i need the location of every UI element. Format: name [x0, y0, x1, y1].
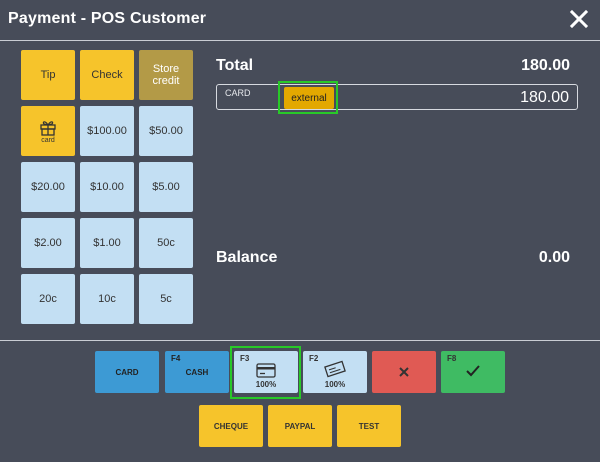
shortcut-f4: F4 [171, 354, 181, 363]
amount-50c-button[interactable]: 50c [139, 218, 193, 268]
amount-10-button[interactable]: $10.00 [80, 162, 134, 212]
payment-line-card[interactable]: CARD 180.00 [216, 84, 578, 110]
store-credit-button[interactable]: Store credit [139, 50, 193, 100]
check-100-button[interactable]: F2 100% [303, 351, 367, 393]
check-percent: 100% [324, 380, 346, 389]
card-100-button[interactable]: F3 100% [234, 351, 298, 393]
selection-highlight [278, 81, 338, 114]
confirm-button[interactable]: F8 [441, 351, 505, 393]
amount-10c-button[interactable]: 10c [80, 274, 134, 324]
divider [0, 340, 600, 341]
check-button[interactable]: Check [80, 50, 134, 100]
gift-card-button[interactable]: card [21, 106, 75, 156]
credit-card-icon [256, 363, 276, 378]
payment-line-amount: 180.00 [520, 89, 569, 106]
amount-20c-button[interactable]: 20c [21, 274, 75, 324]
card-percent: 100% [255, 380, 277, 389]
close-icon[interactable] [566, 6, 592, 32]
check-payment-icon [324, 360, 346, 378]
test-button[interactable]: TEST [337, 405, 401, 447]
amount-5-button[interactable]: $5.00 [139, 162, 193, 212]
gift-card-label: card [41, 136, 55, 144]
shortcut-f3: F3 [240, 354, 250, 363]
amount-1-button[interactable]: $1.00 [80, 218, 134, 268]
shortcut-f8: F8 [447, 354, 457, 363]
amount-2-button[interactable]: $2.00 [21, 218, 75, 268]
external-badge-button[interactable]: external [284, 87, 334, 109]
amount-100-button[interactable]: $100.00 [80, 106, 134, 156]
cancel-button[interactable] [372, 351, 436, 393]
checkmark-icon [466, 365, 480, 377]
paypal-button[interactable]: PAYPAL [268, 405, 332, 447]
balance-label: Balance [216, 249, 278, 266]
cash-payment-button[interactable]: F4 CASH [165, 351, 229, 393]
balance-value: 0.00 [538, 249, 570, 266]
total-value: 180.00 [521, 57, 570, 74]
title-bar: Payment - POS Customer [0, 0, 600, 41]
close-icon [399, 367, 409, 377]
amount-20-button[interactable]: $20.00 [21, 162, 75, 212]
gift-icon [40, 120, 56, 136]
shortcut-f2: F2 [309, 354, 319, 363]
selection-highlight [230, 346, 301, 399]
card-payment-button[interactable]: CARD [95, 351, 159, 393]
cheque-button[interactable]: CHEQUE [199, 405, 263, 447]
payment-line-method: CARD [225, 88, 251, 98]
total-label: Total [216, 57, 254, 74]
amount-50-button[interactable]: $50.00 [139, 106, 193, 156]
window-title: Payment - POS Customer [8, 10, 207, 27]
tip-button[interactable]: Tip [21, 50, 75, 100]
amount-5c-button[interactable]: 5c [139, 274, 193, 324]
